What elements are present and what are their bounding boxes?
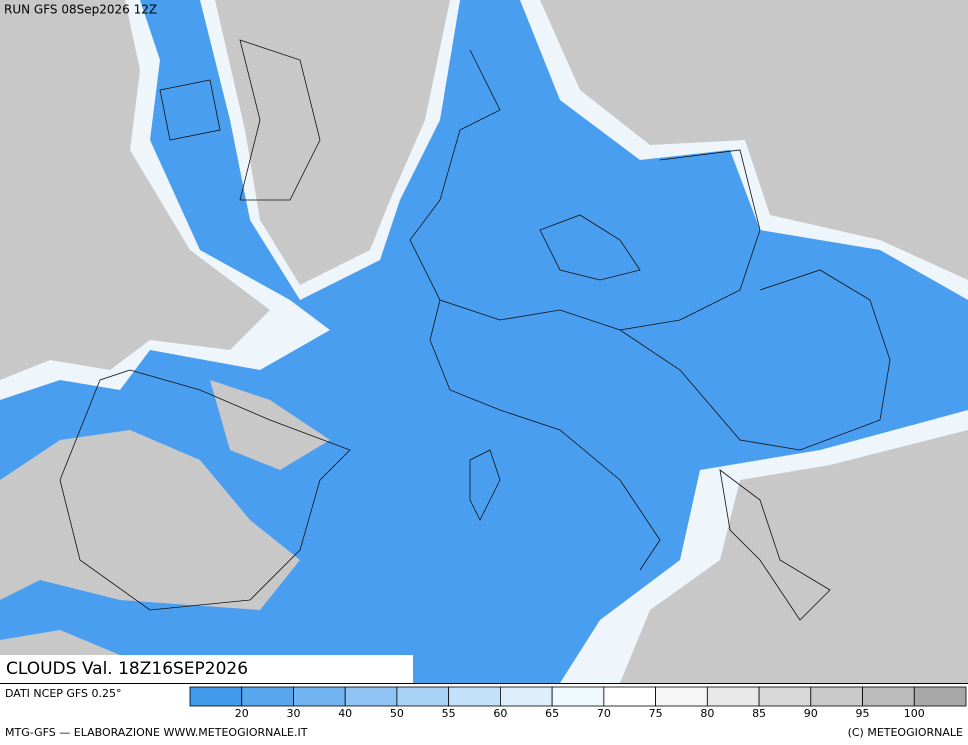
legend-swatch — [810, 686, 863, 707]
legend-swatch — [448, 686, 501, 707]
legend-swatch — [551, 686, 605, 707]
label-box — [0, 655, 413, 683]
legend-label: 50 — [390, 707, 404, 720]
legend-label: 85 — [752, 707, 766, 720]
legend-label: 55 — [442, 707, 456, 720]
legend-swatch — [293, 686, 346, 707]
legend-swatch — [655, 686, 708, 707]
source-label: DATI NCEP GFS 0.25° — [5, 687, 122, 700]
map: RUN GFS 08Sep2026 12Z CLOUDS Val. 18Z16S… — [0, 0, 968, 683]
legend-label: 40 — [338, 707, 352, 720]
legend-label: 75 — [649, 707, 663, 720]
legend-swatch — [913, 686, 967, 707]
cloud-cover — [0, 0, 968, 683]
legend-label: 65 — [545, 707, 559, 720]
legend-swatch — [344, 686, 398, 707]
colorbar: 20 30 40 50 55 60 65 70 75 80 85 90 95 100 — [189, 686, 967, 720]
legend-swatch — [758, 686, 812, 707]
legend-label: 80 — [700, 707, 714, 720]
legend-swatch — [499, 686, 553, 707]
legend-label: 90 — [804, 707, 818, 720]
legend-swatch — [706, 686, 760, 707]
legend-label: 60 — [493, 707, 507, 720]
map-label: CLOUDS Val. 18Z16SEP2026 — [6, 659, 248, 679]
country-borders — [59, 39, 891, 621]
run-label: RUN GFS 08Sep2026 12Z — [4, 3, 157, 17]
legend-swatch — [241, 686, 294, 707]
footer-left: MTG-GFS — ELABORAZIONE WWW.METEOGIORNALE… — [5, 726, 308, 739]
legend-label: 30 — [286, 707, 300, 720]
legend-swatch — [189, 686, 243, 707]
legend-label: 70 — [597, 707, 611, 720]
footer-right: (C) METEOGIORNALE — [848, 726, 963, 739]
legend-label: 100 — [904, 707, 925, 720]
legend-label: 95 — [856, 707, 870, 720]
legend-swatch — [396, 686, 450, 707]
legend-swatch — [603, 686, 656, 707]
legend-swatch — [862, 686, 915, 707]
legend-label: 20 — [235, 707, 249, 720]
